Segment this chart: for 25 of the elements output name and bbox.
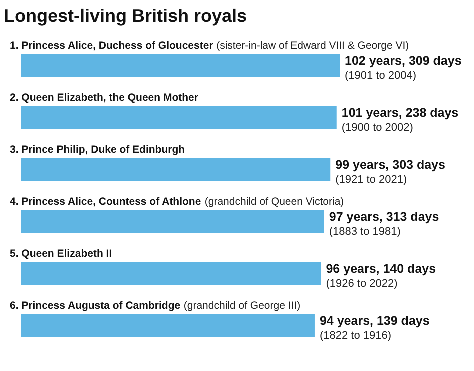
category-label: 1. Princess Alice, Duchess of Gloucester (sister-in-law of Edward VIII & George VI) <box>10 40 410 52</box>
bar <box>21 210 324 233</box>
y-tick-label: 5. Queen Elizabeth II <box>10 248 112 260</box>
bar <box>21 54 340 77</box>
annotation: (1921 to 2021) <box>336 174 408 186</box>
data-label: 96 years, 140 days <box>326 262 436 276</box>
annotation: (1926 to 2022) <box>326 278 398 290</box>
category-label: 4. Princess Alice, Countess of Athlone (grandchild of Queen Victoria) <box>10 196 344 208</box>
data-label: 94 years, 139 days <box>320 314 430 328</box>
chart-title: Longest-living British royals <box>4 6 248 26</box>
bar <box>21 262 322 285</box>
bar <box>21 106 337 129</box>
y-tick-label: 2. Queen Elizabeth, the Queen Mother <box>10 92 198 104</box>
bar <box>21 314 315 337</box>
data-label: 97 years, 313 days <box>329 210 440 224</box>
annotation: (1900 to 2002) <box>342 122 414 134</box>
data-label: 101 years, 238 days <box>342 106 459 120</box>
annotation: (1901 to 2004) <box>345 70 417 82</box>
bar <box>21 158 331 181</box>
category-label: 6. Princess Augusta of Cambridge (grandchild of George III) <box>10 300 301 312</box>
data-label: 99 years, 303 days <box>336 158 446 172</box>
y-tick-label: 3. Prince Philip, Duke of Edinburgh <box>10 144 186 156</box>
annotation: (1822 to 1916) <box>320 330 392 342</box>
data-label: 102 years, 309 days <box>345 54 462 68</box>
annotation: (1883 to 1981) <box>329 226 401 238</box>
